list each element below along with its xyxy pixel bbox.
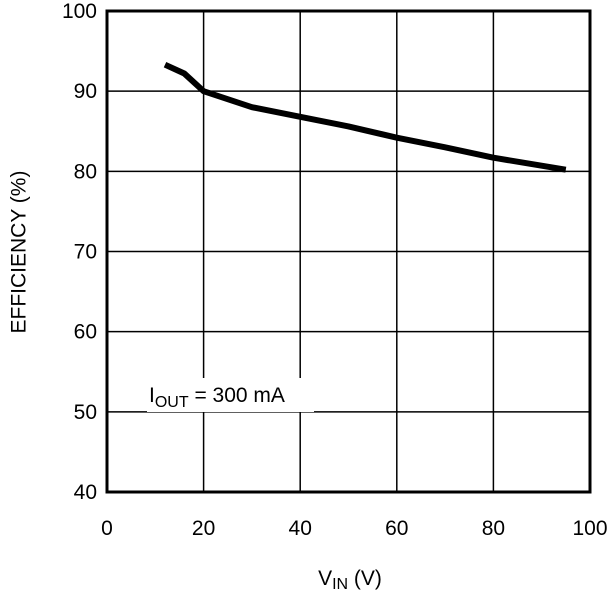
x-tick-label: 40 [289, 517, 312, 540]
x-axis-label-sub: IN [332, 576, 348, 590]
annotation-rest: = 300 mA [189, 384, 285, 407]
y-axis-label: EFFICIENCY (%) [8, 171, 31, 334]
x-tick-label: 60 [385, 517, 408, 540]
y-tick-label: 80 [74, 160, 97, 183]
x-tick-labels: 0 20 40 60 80 100 [101, 517, 607, 540]
x-axis-label-main: V [318, 567, 332, 590]
y-tick-label: 70 [74, 241, 97, 264]
y-tick-label: 100 [62, 0, 97, 23]
y-tick-label: 60 [74, 321, 97, 344]
annotation-background [147, 378, 314, 412]
x-tick-label: 0 [101, 517, 113, 540]
plot-frame [105, 9, 592, 494]
efficiency-curve [163, 61, 567, 173]
x-tick-label: 20 [192, 517, 215, 540]
y-tick-label: 40 [74, 481, 97, 504]
x-axis-label-suffix: (V) [348, 567, 382, 590]
annotation-label: IOUT = 300 mA [149, 384, 285, 411]
x-axis-label: VIN (V) [318, 567, 382, 590]
annotation-sub: OUT [155, 394, 189, 411]
grid-lines [107, 11, 590, 492]
x-tick-label: 80 [482, 517, 505, 540]
y-tick-label: 50 [74, 401, 97, 424]
annotation-main: I [149, 384, 155, 407]
y-tick-labels: 40 50 60 70 80 90 100 [62, 0, 97, 504]
y-tick-label: 90 [74, 80, 97, 103]
x-tick-label: 100 [572, 517, 607, 540]
